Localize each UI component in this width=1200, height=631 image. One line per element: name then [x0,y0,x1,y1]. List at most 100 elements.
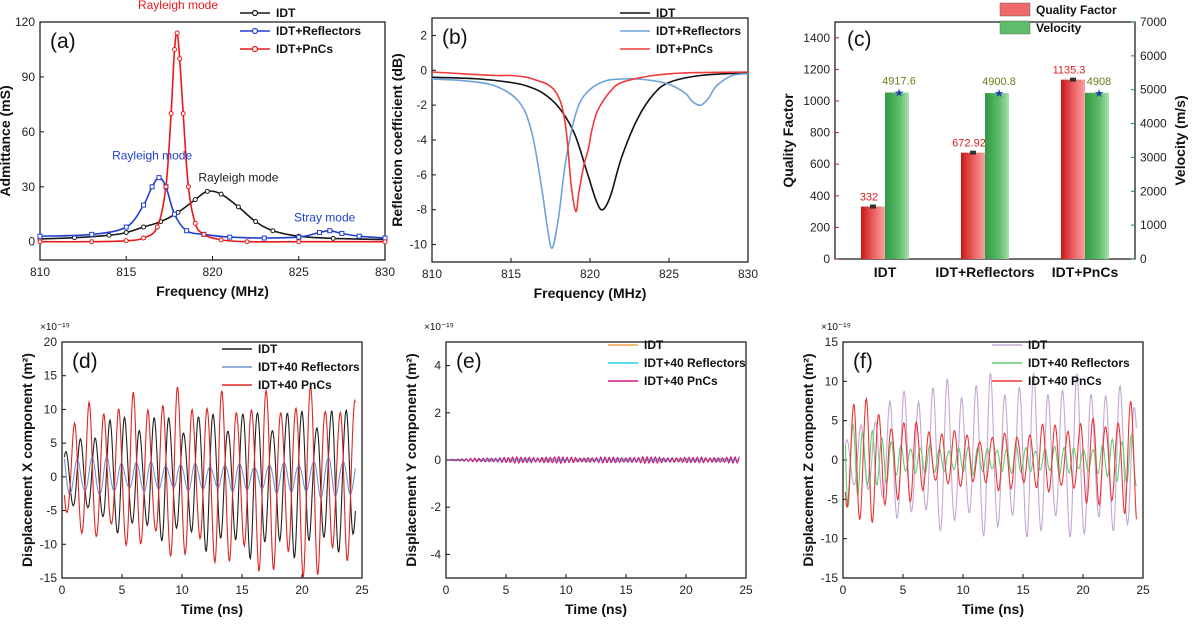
velocity-bar [1085,92,1109,260]
series-marker [174,30,180,36]
series-line [39,190,386,241]
x-tick-label: 815 [501,267,521,281]
x-tick-label: 15 [1016,583,1030,597]
y-tick-label: 1400 [803,31,830,45]
x-tick-label: 0 [840,583,847,597]
series-marker [235,204,241,210]
series-marker [141,235,146,241]
y-tick-label: -4 [416,133,427,147]
y-tick-label: -10 [821,532,839,546]
series-line [431,73,749,249]
legend-label: IDT+40 Reflectors [644,356,746,370]
x-tick-label: 810 [30,265,50,279]
y-tick-label: 200 [810,220,830,234]
series-line [448,455,740,465]
y2-tick-label: 3000 [1140,150,1167,164]
series-marker [177,56,183,62]
series-marker [296,234,302,240]
series-marker [156,175,162,181]
series-marker [141,202,146,208]
x-tick-label: 10 [559,583,573,597]
x-tick-label: 0 [443,583,450,597]
series-marker [382,239,388,245]
y-axis-label: Reflection coefficient (dB) [389,53,405,226]
data-label: 672.92 [952,138,986,150]
series-marker [330,235,336,241]
y-tick-label: 5 [831,414,838,428]
x-tick-label: 820 [202,265,222,279]
panel-label: (c) [847,28,872,51]
legend-marker [251,9,259,17]
y-axis-label: Admittance (mS) [0,85,13,196]
legend-label: IDT+PnCs [656,42,713,56]
error-marker: ★ [994,88,1004,100]
series-marker [37,233,43,239]
legend-marker [251,27,259,35]
legend-swatch [999,20,1031,35]
annotation: Rayleigh mode [198,170,278,184]
panel-a: 810 815 820 825 830 0 30 60 90 120 Frequency (MHz)… [0,0,395,299]
panel-b: 810 815 820 825 830 -10 -8 -6 -4 -2 0 2 Frequency (M… [389,6,758,301]
legend-label: Velocity [1036,21,1082,35]
ticks: 0 5 10 15 20 25 -15 -10 -5 0 5 10 15 20 [40,335,369,597]
y-tick-label: 5 [50,436,57,450]
axes-frame [61,341,363,579]
y-tick-label: 10 [825,374,839,388]
ticks: 810 815 820 825 830 -10 -8 -6 -4 -2 0 2 [410,28,759,281]
series-marker [185,184,191,190]
x-tick-label: 25 [355,583,369,597]
y-tick-label: 30 [22,180,36,194]
legend-label: IDT [644,338,664,352]
x-tick-label: 815 [116,265,136,279]
legend-label: IDT [1028,338,1048,352]
y-tick-label: -5 [827,492,838,506]
y-tick-label: 800 [810,126,830,140]
y-tick-label: 1200 [803,62,830,76]
x-axis-label: Frequency (MHz) [156,283,269,299]
series-marker [123,230,129,236]
series-marker [204,188,210,194]
y-tick-label: -2 [416,98,427,112]
x-tick-label: 830 [738,267,758,281]
series-marker [218,237,224,243]
legend-label: IDT+Reflectors [276,24,361,38]
quality-factor-bar [961,152,985,259]
x-tick-label: 10 [956,583,970,597]
x-tick-label: 20 [1076,583,1090,597]
velocity-bar [885,92,909,259]
series-marker [154,224,160,230]
x-tick-label: 830 [375,265,395,279]
x-tick-label: 825 [659,267,679,281]
category-label: IDT+Reflectors [935,264,1034,280]
y-tick-label: 0 [831,453,838,467]
legend-label: IDT+40 Reflectors [258,360,360,374]
legend-label: IDT [276,6,296,20]
panel-label: (a) [50,30,76,53]
y2-tick-label: 6000 [1140,49,1167,63]
legend: IDT IDT+Reflectors IDT+PnCs [240,6,361,56]
panel-f: 0 5 10 15 20 25 -15 -10 -5 0 5 10 15 Time (ns) Displac… [800,322,1150,617]
series-marker [270,228,276,234]
y-axis-label: Quality Factor [780,93,796,188]
y-tick-label: -10 [40,537,58,551]
series-marker [123,238,129,244]
y-tick-label: 600 [810,157,830,171]
y-tick-label: -5 [46,504,57,518]
series-line [431,72,749,211]
x-axis-label: Frequency (MHz) [534,285,647,301]
y-tick-label: -15 [821,571,839,585]
series-marker [168,111,174,117]
ticks: 0 5 10 15 20 25 -4 -2 0 2 4 [430,359,753,597]
x-tick-label: 15 [235,583,249,597]
y2-tick-label: 2000 [1140,184,1167,198]
axis-exponent: ×10⁻¹⁹ [821,322,851,333]
y2-tick-label: 4000 [1140,117,1167,131]
series-marker [184,228,190,234]
x-tick-label: 5 [900,583,907,597]
x-tick-label: 820 [580,267,600,281]
y-tick-label: -6 [416,168,427,182]
category-label: IDT [874,264,897,280]
series-line [431,71,749,213]
x-axis-label: Time (ns) [181,601,243,617]
